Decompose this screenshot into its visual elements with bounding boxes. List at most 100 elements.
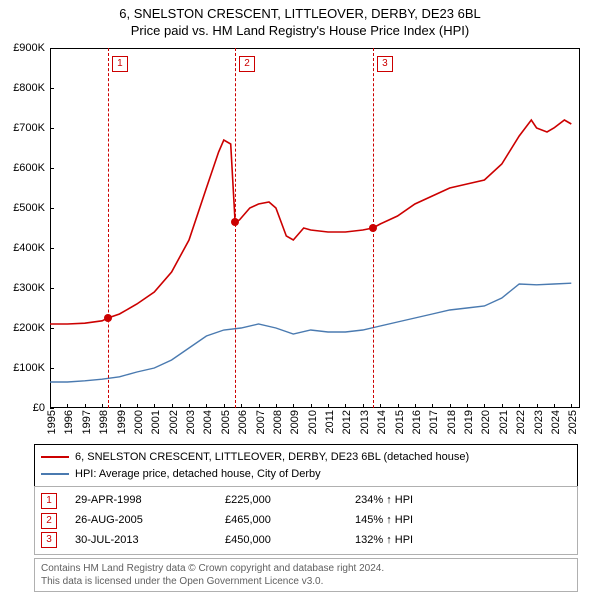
xtick-label: 1999 [116,410,128,434]
xtick-mark [554,404,555,408]
xtick-label: 2002 [168,410,180,434]
xtick-mark [467,404,468,408]
ytick-label: £500K [13,202,45,214]
xtick-mark [85,404,86,408]
xtick-mark [172,404,173,408]
event-point [231,218,239,226]
xtick-label: 1998 [98,410,110,434]
event-row-hpi: 234% ↑ HPI [355,491,413,511]
property-line [50,120,571,324]
legend-label-hpi: HPI: Average price, detached house, City… [75,466,321,483]
event-row-marker: 1 [41,493,57,509]
chart-area: £0£100K£200K£300K£400K£500K£600K£700K£80… [50,48,580,408]
xtick-label: 2013 [359,410,371,434]
event-row-marker: 3 [41,532,57,548]
xtick-mark [571,404,572,408]
event-marker-box: 1 [112,56,128,72]
chart-title-line2: Price paid vs. HM Land Registry's House … [0,23,600,42]
xtick-label: 2017 [428,410,440,434]
event-marker-box: 2 [239,56,255,72]
event-vline [108,48,109,408]
xtick-label: 2007 [255,410,267,434]
event-row-marker: 2 [41,513,57,529]
event-row: 226-AUG-2005£465,000145% ↑ HPI [41,511,571,531]
xtick-mark [345,404,346,408]
event-row-price: £225,000 [225,491,355,511]
ytick-label: £100K [13,362,45,374]
xtick-mark [241,404,242,408]
event-row: 1 29-APR-1998£225,000234% ↑ HPI [41,491,571,511]
ytick-label: £200K [13,322,45,334]
ytick-label: £700K [13,122,45,134]
attribution-line2: This data is licensed under the Open Gov… [41,575,571,588]
xtick-label: 1995 [46,410,58,434]
ytick-label: £900K [13,42,45,54]
ytick-label: £400K [13,242,45,254]
xtick-label: 1996 [63,410,75,434]
xtick-mark [537,404,538,408]
ytick-mark [50,368,54,369]
xtick-label: 1997 [81,410,93,434]
ytick-mark [50,128,54,129]
event-row-date: 29-APR-1998 [75,491,225,511]
chart-title-line1: 6, SNELSTON CRESCENT, LITTLEOVER, DERBY,… [0,0,600,23]
chart-container: 6, SNELSTON CRESCENT, LITTLEOVER, DERBY,… [0,0,600,590]
xtick-mark [189,404,190,408]
event-row-hpi: 132% ↑ HPI [355,531,413,551]
xtick-label: 2025 [567,410,579,434]
legend-item-property: 6, SNELSTON CRESCENT, LITTLEOVER, DERBY,… [41,449,571,466]
xtick-mark [398,404,399,408]
ytick-label: £300K [13,282,45,294]
xtick-label: 2005 [220,410,232,434]
legend-item-hpi: HPI: Average price, detached house, City… [41,466,571,483]
ytick-mark [50,88,54,89]
event-row: 330-JUL-2013£450,000132% ↑ HPI [41,531,571,551]
xtick-label: 2004 [202,410,214,434]
event-row-date: 30-JUL-2013 [75,531,225,551]
ytick-mark [50,168,54,169]
xtick-mark [206,404,207,408]
xtick-mark [380,404,381,408]
hpi-line [50,283,571,382]
xtick-mark [67,404,68,408]
ytick-mark [50,48,54,49]
ytick-label: £600K [13,162,45,174]
xtick-mark [276,404,277,408]
xtick-label: 2020 [480,410,492,434]
xtick-mark [484,404,485,408]
xtick-mark [120,404,121,408]
xtick-mark [102,404,103,408]
event-marker-box: 3 [377,56,393,72]
xtick-label: 2001 [150,410,162,434]
chart-svg [50,48,580,408]
xtick-label: 2022 [515,410,527,434]
xtick-label: 2016 [411,410,423,434]
xtick-mark [224,404,225,408]
xtick-mark [293,404,294,408]
xtick-mark [50,404,51,408]
xtick-mark [311,404,312,408]
xtick-label: 2012 [341,410,353,434]
event-row-hpi: 145% ↑ HPI [355,511,413,531]
ytick-mark [50,288,54,289]
xtick-mark [137,404,138,408]
xtick-label: 2018 [446,410,458,434]
xtick-label: 2000 [133,410,145,434]
legend-swatch-hpi [41,473,69,475]
xtick-label: 2003 [185,410,197,434]
xtick-mark [450,404,451,408]
xtick-mark [519,404,520,408]
xtick-mark [259,404,260,408]
xtick-label: 2010 [307,410,319,434]
xtick-mark [415,404,416,408]
xtick-label: 2021 [498,410,510,434]
xtick-label: 2019 [463,410,475,434]
xtick-mark [502,404,503,408]
xtick-label: 2006 [237,410,249,434]
xtick-mark [363,404,364,408]
legend-swatch-property [41,456,69,458]
xtick-mark [328,404,329,408]
event-point [104,314,112,322]
legend-label-property: 6, SNELSTON CRESCENT, LITTLEOVER, DERBY,… [75,449,469,466]
attribution-box: Contains HM Land Registry data © Crown c… [34,558,578,592]
